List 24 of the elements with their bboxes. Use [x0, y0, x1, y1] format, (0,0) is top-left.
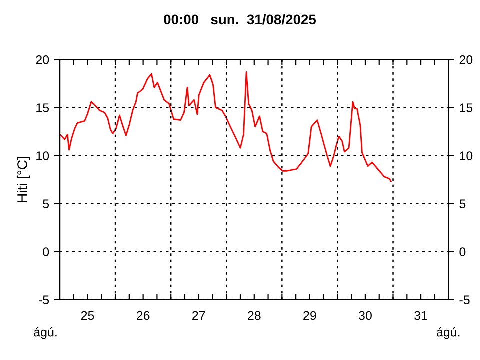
x-tick-label: 25: [81, 311, 94, 320]
y-tick-label: 0: [43, 248, 50, 257]
y2-tick-label: 0: [460, 248, 466, 257]
chart-title: 00:00 sun. 31/08/2025: [164, 14, 316, 25]
y-tick-label: 5: [43, 200, 50, 208]
y2-tick-label: 15: [460, 104, 473, 112]
x-tick-label: 26: [136, 311, 150, 320]
x-tick-label: 30: [359, 311, 372, 320]
y-tick-label: 10: [36, 152, 50, 160]
line-series: [60, 72, 392, 182]
x-tick-label: 28: [248, 311, 261, 320]
x-tick-label: 29: [304, 311, 316, 320]
x-tick-label: 27: [192, 311, 206, 320]
y-axis-title: Hiti [°C]: [17, 157, 30, 202]
y2-tick-label: -5: [460, 296, 470, 305]
x-tick-label: 31: [414, 311, 428, 320]
y-tick-label: 20: [36, 56, 50, 64]
text: ágú.: [34, 327, 57, 340]
y-tick-label: -5: [39, 296, 50, 305]
y2-tick-label: 5: [460, 200, 466, 208]
y2-tick-label: 10: [460, 152, 473, 160]
y2-tick-label: 20: [460, 56, 473, 64]
y-tick-label: 15: [36, 104, 50, 112]
text: ágú.: [437, 327, 460, 340]
